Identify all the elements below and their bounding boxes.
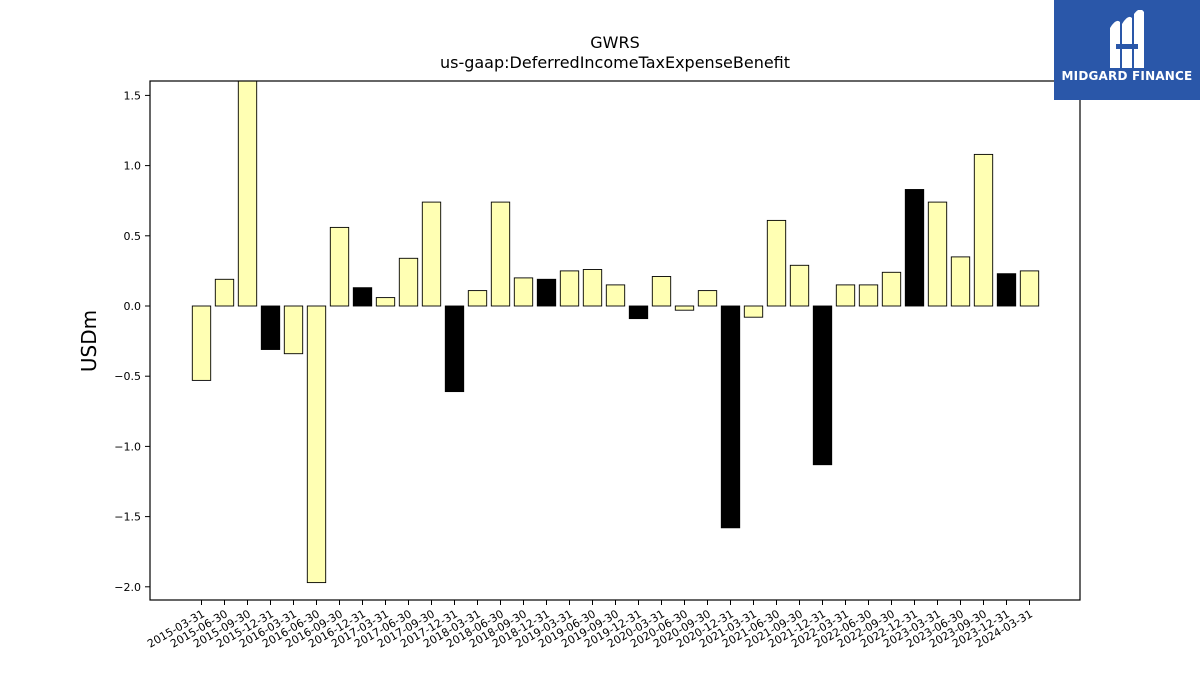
- bar-2018-03-31: [467, 290, 488, 307]
- logo-text: MIDGARD FINANCE: [1061, 69, 1193, 83]
- bar-2015-12-31: [260, 305, 281, 350]
- bar-2021-12-31: [812, 305, 833, 466]
- bar-2023-06-30: [950, 256, 971, 307]
- y-tick-label: 1.5: [124, 89, 142, 102]
- bar-2017-03-31: [375, 297, 396, 307]
- bar-2017-06-30: [398, 257, 419, 307]
- bar-2016-06-30: [306, 305, 327, 584]
- bar-2020-12-31: [720, 305, 741, 529]
- bar-2019-06-30: [582, 269, 603, 307]
- bar-2015-09-30: [237, 80, 258, 307]
- bar-2018-06-30: [490, 201, 511, 307]
- y-tick-label: −2.0: [114, 581, 141, 594]
- bar-2018-12-31: [536, 278, 557, 307]
- bar-2023-03-31: [927, 201, 948, 307]
- logo-mark-icon: [1110, 10, 1144, 68]
- bar-2023-12-31: [996, 273, 1017, 307]
- bar-2020-03-31: [651, 276, 672, 307]
- bar-2020-09-30: [697, 290, 718, 307]
- y-axis-label: USDm: [77, 310, 101, 372]
- bar-2015-06-30: [214, 278, 235, 307]
- bar-2018-09-30: [513, 277, 534, 307]
- bar-2020-06-30: [674, 305, 695, 311]
- y-axis: −2.0 −1.5 −1.0 −0.5 0.0 0.5 1.0 1.5: [114, 89, 150, 594]
- x-axis: 2015-03-312015-06-302015-09-302015-12-31…: [145, 600, 1035, 651]
- bar-2019-12-31: [628, 305, 649, 320]
- bar-2017-09-30: [421, 201, 442, 307]
- bar-2022-09-30: [881, 271, 902, 307]
- bar-2016-09-30: [329, 226, 350, 307]
- y-tick-label: −0.5: [114, 370, 141, 383]
- bar-2016-12-31: [352, 287, 373, 307]
- bar-2022-06-30: [858, 284, 879, 307]
- y-tick-label: −1.5: [114, 511, 141, 524]
- bar-2023-09-30: [973, 153, 994, 307]
- bar-2021-09-30: [789, 264, 810, 307]
- bar-2015-03-31: [191, 305, 212, 381]
- bar-2019-03-31: [559, 270, 580, 307]
- chart-subtitle: us-gaap:DeferredIncomeTaxExpenseBenefit: [440, 53, 790, 72]
- bars-group: [191, 80, 1040, 584]
- bar-2022-03-31: [835, 284, 856, 307]
- bar-2024-03-31: [1019, 270, 1040, 307]
- y-tick-label: −1.0: [114, 440, 141, 453]
- y-tick-label: 0.5: [124, 230, 142, 243]
- bar-2016-03-31: [283, 305, 304, 355]
- chart-title: GWRS: [590, 33, 640, 52]
- bar-2017-12-31: [444, 305, 465, 393]
- brand-logo: MIDGARD FINANCE: [1054, 0, 1200, 100]
- bar-2019-09-30: [605, 284, 626, 307]
- bar-2021-06-30: [766, 219, 787, 307]
- y-tick-label: 1.0: [124, 160, 142, 173]
- y-tick-label: 0.0: [124, 300, 142, 313]
- bar-2022-12-31: [904, 189, 925, 307]
- bar-2021-03-31: [743, 305, 764, 318]
